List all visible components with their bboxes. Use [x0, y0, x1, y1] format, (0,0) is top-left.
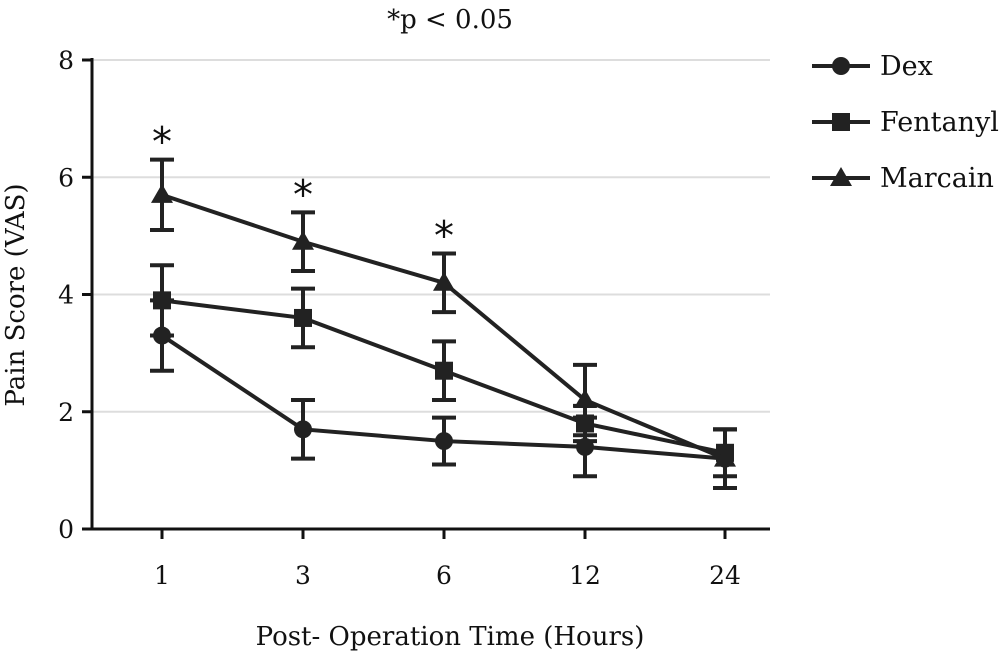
legend-marker	[830, 167, 852, 186]
x-tick-label: 24	[709, 561, 741, 590]
x-tick-label: 1	[154, 561, 170, 590]
y-tick-label: 6	[58, 163, 74, 192]
chart-title: *p < 0.05	[387, 5, 513, 35]
data-point	[574, 389, 596, 409]
x-tick-label: 12	[569, 561, 601, 590]
series-marcain	[150, 157, 737, 490]
y-tick-label: 2	[58, 398, 74, 427]
data-point	[435, 432, 453, 451]
x-tick-label: 3	[295, 561, 311, 590]
data-point	[435, 361, 453, 380]
data-point	[294, 420, 312, 439]
legend-item-dex: Dex	[812, 51, 933, 82]
data-point	[433, 271, 455, 291]
data-point	[151, 183, 173, 203]
significance-marker: *	[152, 120, 172, 166]
series-layer: * * *	[150, 120, 737, 490]
legend-item-fentanyl: Fentanyl	[812, 107, 999, 138]
legend-label: Dex	[880, 51, 933, 82]
y-tick-label: 0	[58, 515, 74, 544]
legend-item-marcain: Marcain	[812, 163, 994, 194]
data-point	[292, 230, 314, 250]
x-axis-label: Post- Operation Time (Hours)	[256, 622, 645, 652]
legend-marker	[832, 113, 850, 131]
data-point	[294, 308, 312, 327]
y-tick-label: 8	[58, 46, 74, 75]
y-axis-label: Pain Score (VAS)	[1, 183, 31, 406]
x-tick-label: 6	[436, 561, 452, 590]
legend: Dex Fentanyl Marcain	[812, 51, 999, 194]
legend-marker	[832, 57, 850, 75]
data-point	[714, 447, 736, 467]
significance-marker: *	[293, 172, 313, 218]
legend-label: Marcain	[880, 163, 994, 194]
significance-marker: *	[434, 213, 454, 259]
gridlines	[92, 59, 770, 413]
legend-label: Fentanyl	[880, 107, 999, 138]
data-point	[153, 291, 171, 310]
y-tick-label: 4	[58, 281, 74, 310]
